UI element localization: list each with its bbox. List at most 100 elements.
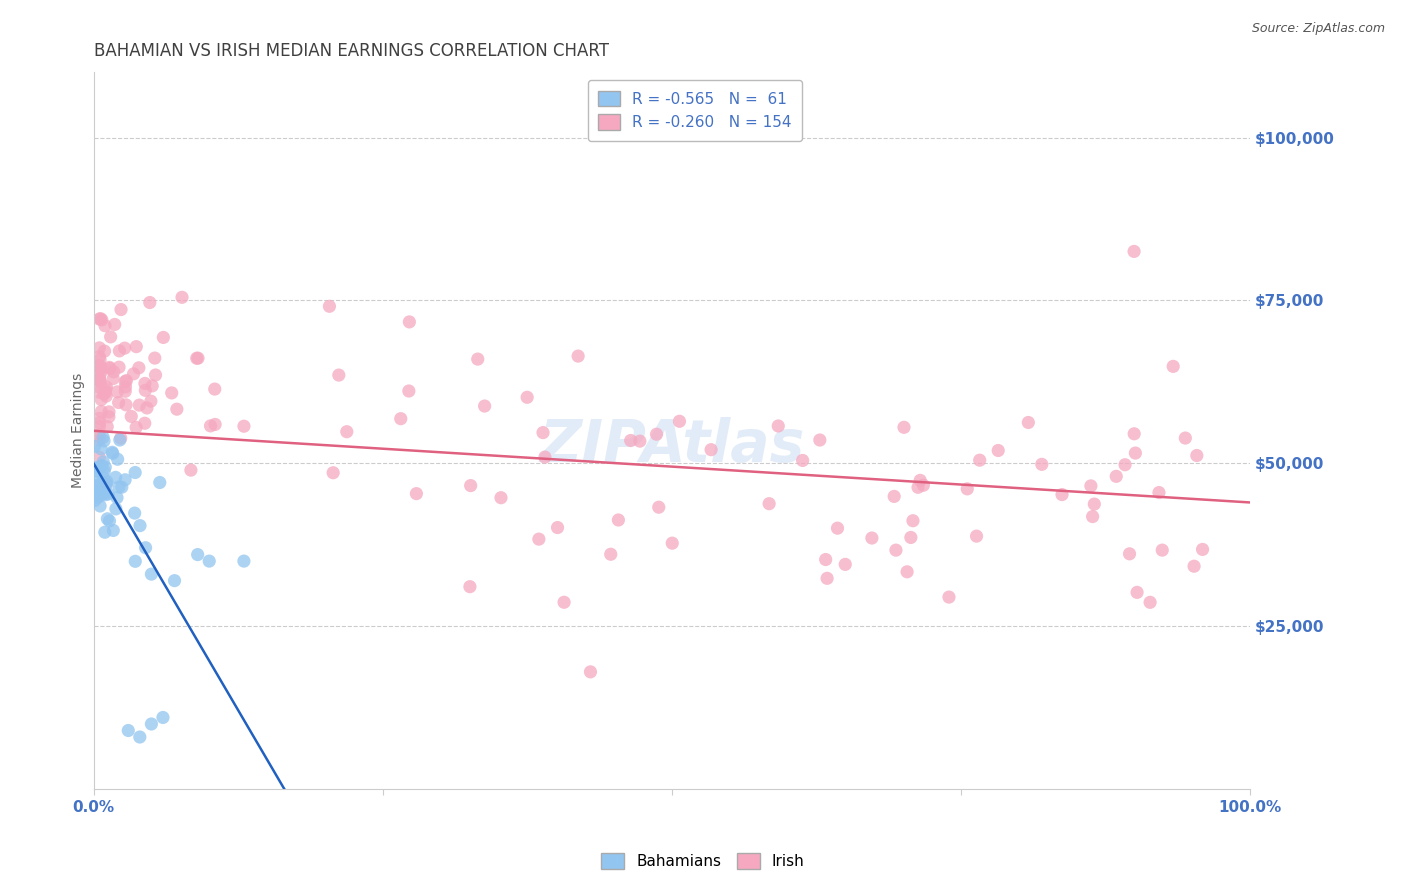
Point	[893, 420, 915, 434]
Point	[966, 529, 988, 543]
Point	[89, 352, 111, 367]
Y-axis label: Median Earnings: Median Earnings	[72, 373, 86, 489]
Point	[129, 518, 152, 533]
Point	[884, 543, 907, 558]
Point	[94, 525, 117, 540]
Point	[322, 466, 344, 480]
Point	[83, 493, 105, 508]
Point	[1191, 542, 1213, 557]
Point	[579, 665, 602, 679]
Point	[90, 481, 112, 495]
Point	[124, 506, 146, 520]
Point	[103, 371, 125, 385]
Point	[89, 499, 111, 513]
Point	[89, 428, 111, 442]
Point	[620, 434, 643, 448]
Point	[122, 367, 145, 381]
Point	[128, 730, 150, 744]
Point	[90, 458, 112, 473]
Point	[141, 567, 163, 582]
Point	[103, 524, 125, 538]
Point	[89, 374, 111, 388]
Point	[141, 379, 163, 393]
Point	[94, 460, 117, 475]
Point	[114, 473, 136, 487]
Point	[908, 474, 931, 488]
Point	[96, 389, 118, 403]
Point	[136, 401, 159, 415]
Point	[815, 571, 838, 585]
Point	[645, 427, 668, 442]
Point	[186, 351, 208, 366]
Point	[103, 365, 125, 379]
Point	[125, 420, 148, 434]
Point	[912, 478, 935, 492]
Point	[547, 520, 569, 534]
Point	[90, 311, 112, 326]
Point	[139, 394, 162, 409]
Point	[87, 481, 110, 495]
Point	[896, 565, 918, 579]
Point	[599, 547, 621, 561]
Point	[93, 471, 115, 485]
Point	[398, 315, 420, 329]
Point	[89, 359, 111, 374]
Point	[115, 398, 138, 412]
Point	[101, 445, 124, 459]
Text: Source: ZipAtlas.com: Source: ZipAtlas.com	[1251, 22, 1385, 36]
Point	[93, 344, 115, 359]
Point	[96, 475, 118, 489]
Point	[1081, 509, 1104, 524]
Point	[91, 477, 114, 491]
Point	[808, 433, 831, 447]
Point	[89, 411, 111, 425]
Point	[124, 554, 146, 568]
Point	[93, 434, 115, 448]
Text: ZIPAtlas: ZIPAtlas	[538, 417, 804, 474]
Point	[105, 491, 128, 505]
Point	[90, 366, 112, 380]
Point	[94, 385, 117, 400]
Point	[1105, 469, 1128, 483]
Point	[1147, 485, 1170, 500]
Point	[668, 414, 690, 428]
Legend: R = -0.565   N =  61, R = -0.260   N = 154: R = -0.565 N = 61, R = -0.260 N = 154	[588, 80, 803, 141]
Point	[149, 475, 172, 490]
Point	[97, 409, 120, 424]
Point	[318, 299, 340, 313]
Point	[83, 439, 105, 453]
Point	[89, 380, 111, 394]
Point	[328, 368, 350, 383]
Point	[460, 478, 482, 492]
Point	[956, 482, 979, 496]
Point	[700, 442, 723, 457]
Point	[152, 710, 174, 724]
Point	[89, 416, 111, 430]
Point	[90, 442, 112, 456]
Point	[336, 425, 359, 439]
Point	[152, 330, 174, 344]
Point	[987, 443, 1010, 458]
Point	[115, 374, 138, 388]
Point	[93, 386, 115, 401]
Point	[134, 376, 156, 391]
Point	[125, 340, 148, 354]
Point	[114, 375, 136, 389]
Point	[814, 552, 837, 566]
Point	[553, 595, 575, 609]
Point	[180, 463, 202, 477]
Point	[94, 477, 117, 491]
Point	[405, 486, 427, 500]
Point	[94, 488, 117, 502]
Point	[834, 558, 856, 572]
Point	[104, 470, 127, 484]
Point	[89, 341, 111, 355]
Point	[87, 477, 110, 491]
Point	[84, 479, 107, 493]
Point	[516, 390, 538, 404]
Point	[232, 419, 254, 434]
Point	[1174, 431, 1197, 445]
Point	[96, 476, 118, 491]
Point	[93, 486, 115, 500]
Point	[204, 417, 226, 432]
